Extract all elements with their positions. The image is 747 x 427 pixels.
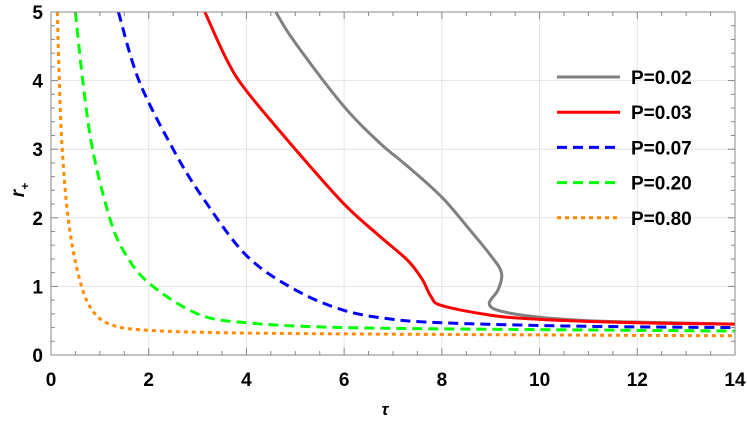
- svg-text:r+: r+: [8, 183, 32, 197]
- legend-label: P=0.07: [631, 138, 692, 159]
- y-tick-label: 4: [32, 72, 43, 93]
- legend: P=0.02 P=0.03 P=0.07 P=0.20 P=0.80: [557, 68, 692, 230]
- x-tick-label: 4: [241, 370, 252, 391]
- series-line-P=0.07: [116, 12, 735, 330]
- y-tick-label: 0: [32, 346, 43, 367]
- x-tick-label: 6: [339, 370, 350, 391]
- legend-label: P=0.80: [631, 209, 692, 230]
- series-line-P=0.03: [203, 12, 735, 326]
- x-axis-label: τ: [382, 400, 390, 419]
- y-axis-label: r+: [8, 183, 32, 197]
- legend-label: P=0.03: [631, 103, 692, 124]
- legend-label: P=0.20: [631, 174, 692, 195]
- y-tick-label: 2: [32, 209, 43, 230]
- x-tick-label: 0: [46, 370, 57, 391]
- legend-label: P=0.02: [631, 68, 692, 89]
- ticks: [50, 11, 736, 356]
- series-line-P=0.20: [73, 12, 735, 333]
- x-tick-label: 8: [437, 370, 448, 391]
- series-line-P=0.80: [55, 12, 735, 338]
- y-tick-label: 3: [32, 140, 43, 161]
- y-axis-label-main: r: [8, 188, 29, 197]
- y-axis-label-sub: +: [18, 183, 32, 190]
- y-tick-label: 5: [32, 3, 43, 24]
- x-tick-label: 12: [627, 370, 648, 391]
- x-tick-label: 10: [529, 370, 550, 391]
- x-tick-label: 2: [143, 370, 154, 391]
- y-tick-label: 1: [32, 277, 43, 298]
- x-tick-label: 14: [724, 370, 746, 391]
- curves: [55, 12, 735, 338]
